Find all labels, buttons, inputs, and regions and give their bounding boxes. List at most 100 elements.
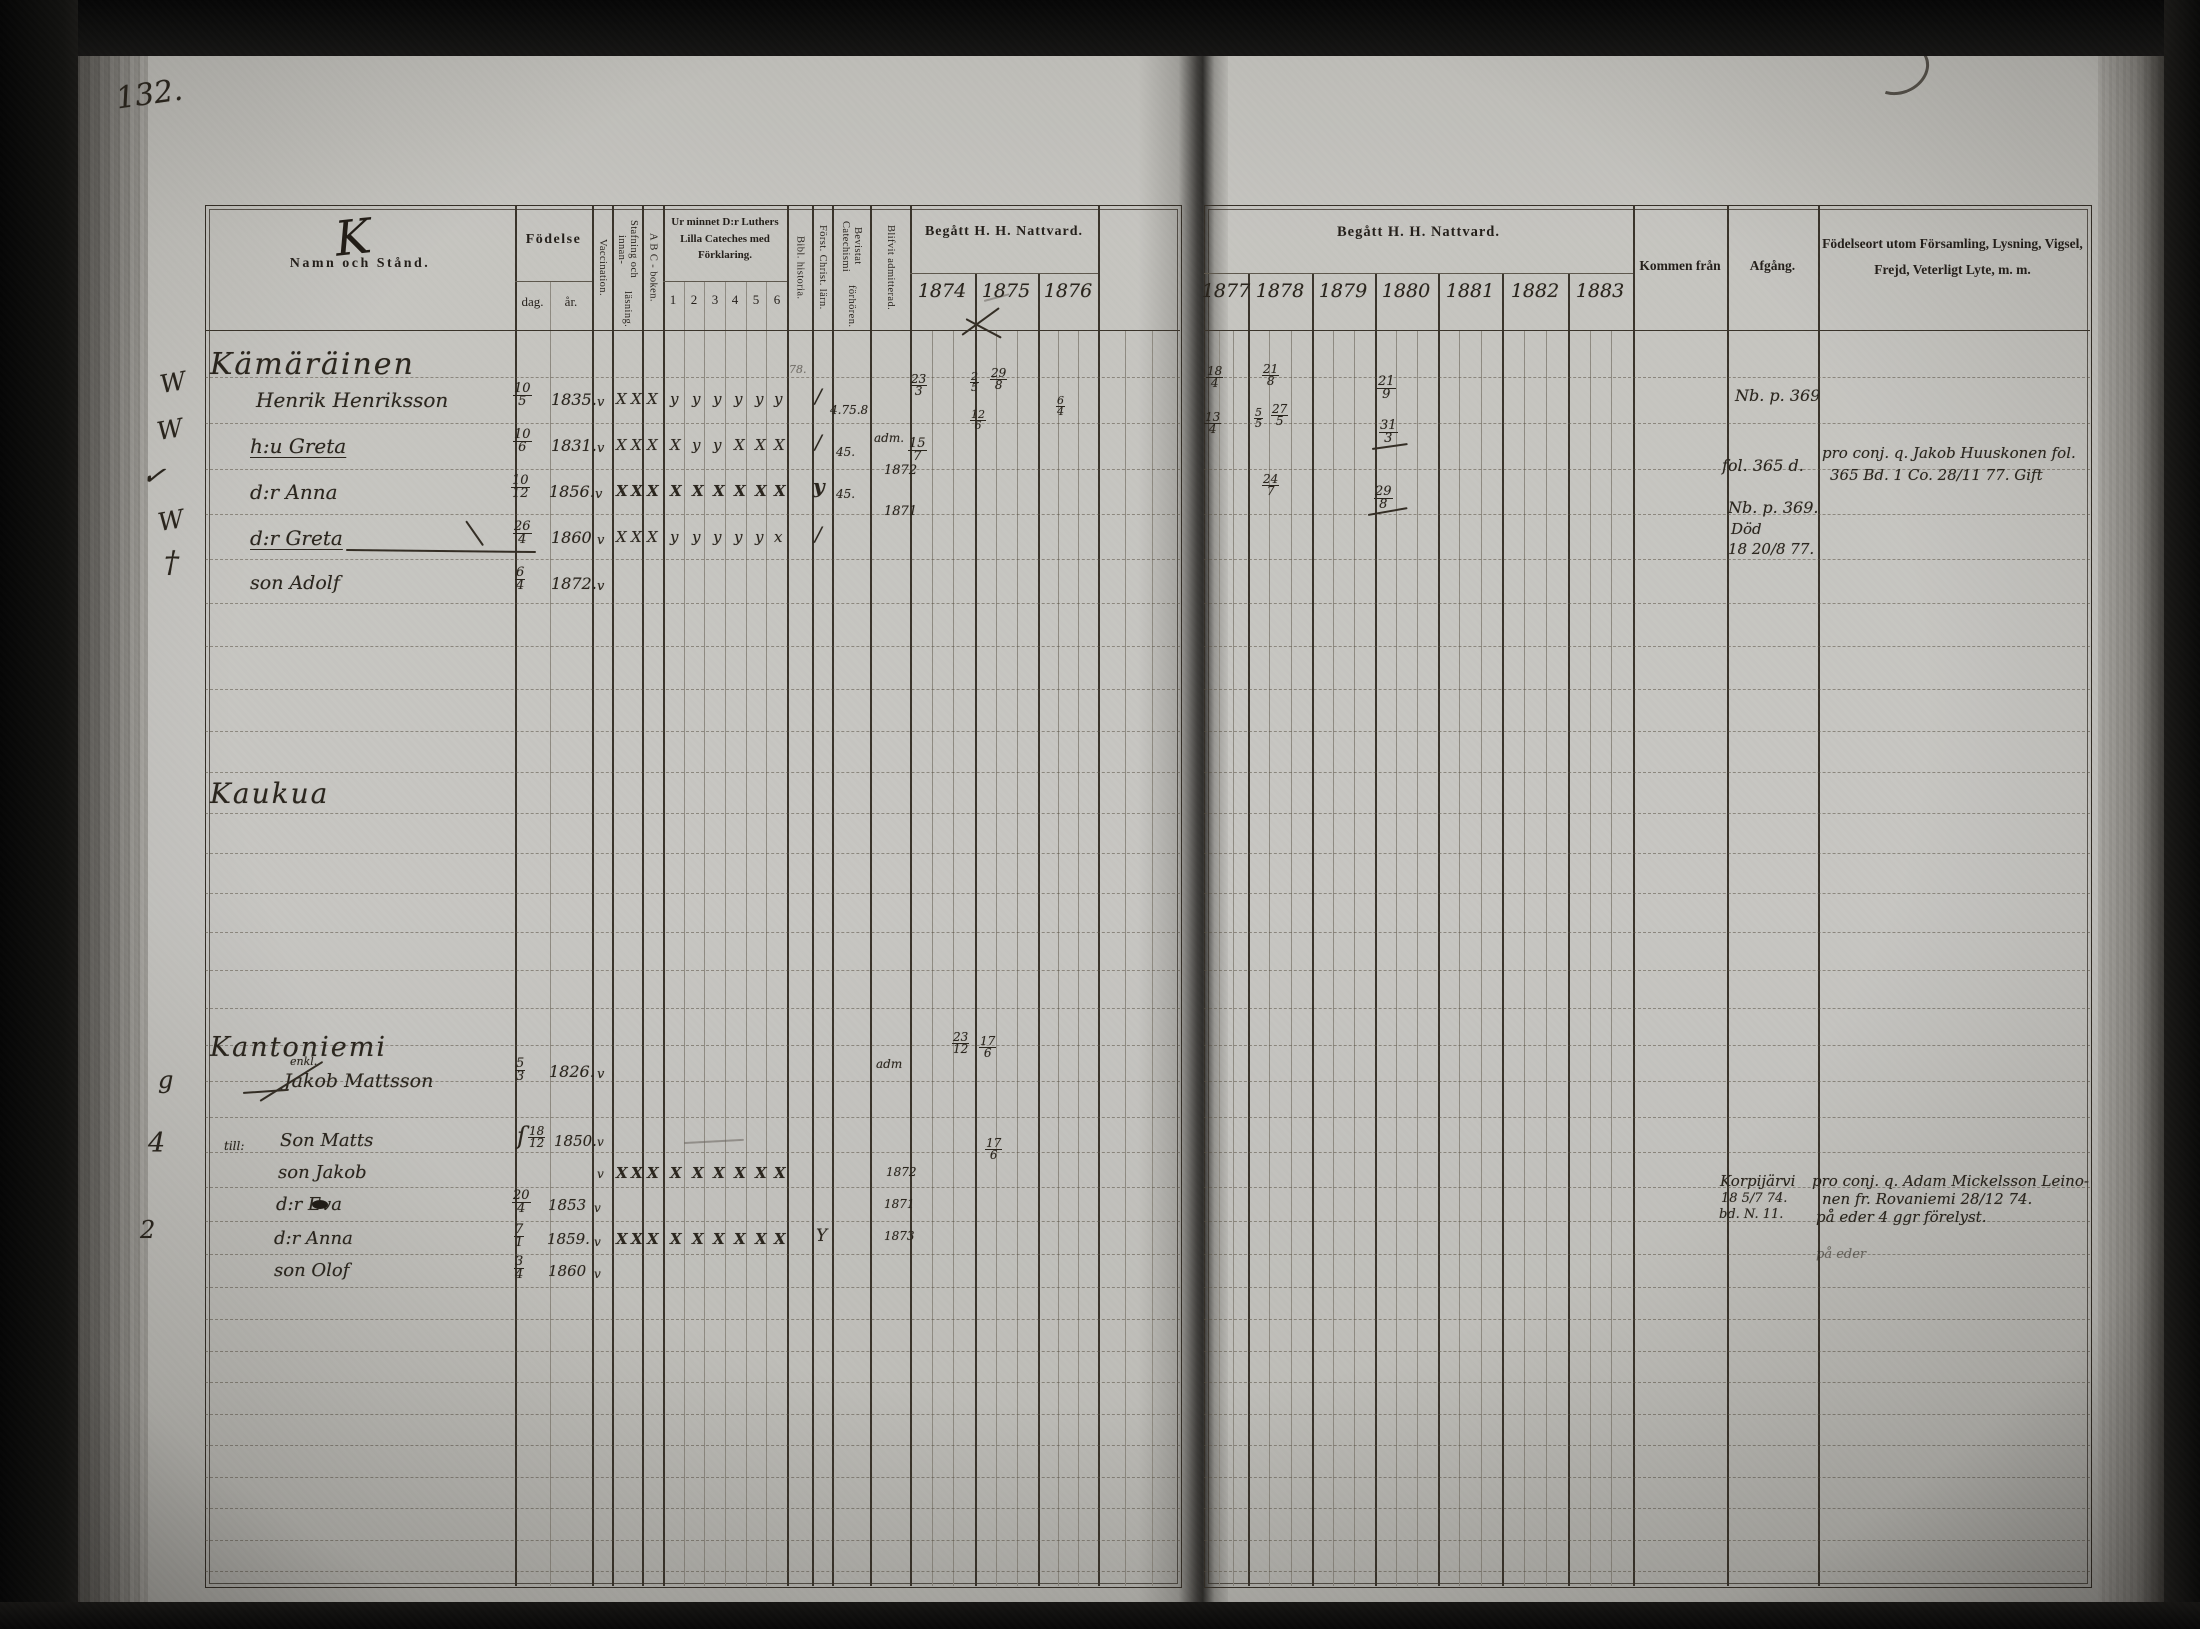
lesson-mark: X xyxy=(774,1164,786,1182)
ruled-row-line xyxy=(1204,1539,2090,1541)
lesson-mark: X xyxy=(616,482,628,500)
handwriting-text: till: xyxy=(224,1139,245,1153)
fraction-part: 5 xyxy=(515,1056,526,1072)
column-line xyxy=(1633,205,1635,1586)
margin-mark: W xyxy=(154,412,186,447)
fraction-part: 1 xyxy=(515,1235,524,1251)
lesson-mark: X xyxy=(616,1164,628,1182)
fraction-part: 6 xyxy=(518,440,527,456)
column-line xyxy=(725,281,726,1586)
fraction-part: 6 xyxy=(1056,394,1065,408)
lesson-mark: X xyxy=(631,528,642,546)
column-line xyxy=(550,281,551,1586)
margin-mark: g xyxy=(158,1066,174,1094)
year-label: 1875 xyxy=(981,280,1031,302)
page-fore-edge xyxy=(78,56,148,1602)
fraction-part: 4 xyxy=(1057,405,1064,419)
fodelseort-header-line2: Frejd, Veterligt Lyte, m. m. xyxy=(1874,262,2031,277)
book-gutter-shadow xyxy=(1138,56,1228,1602)
lesson-mark: X xyxy=(647,436,658,454)
birth-day-header: dag. xyxy=(521,294,544,309)
page-right-edge xyxy=(2098,56,2164,1602)
lesson-mark: X xyxy=(670,482,682,500)
lesson-mark: y xyxy=(692,528,701,546)
ruled-row-line xyxy=(205,1044,1180,1046)
fraction-part: 4 xyxy=(518,532,527,548)
column-line xyxy=(1078,330,1079,1586)
lesson-mark: X xyxy=(647,1164,659,1182)
lesson-mark: X xyxy=(631,1230,643,1248)
handwriting-text: 17 6 xyxy=(985,1137,1003,1162)
photo-border-right xyxy=(2164,0,2200,1629)
lesson-mark: X xyxy=(755,436,766,454)
fraction-part: 6 xyxy=(515,565,526,581)
admitted-header: Blifvit admitterad. xyxy=(885,224,897,311)
lesson-mark: X xyxy=(631,390,642,408)
fraction-part: 10 xyxy=(511,473,530,489)
fraction-part: 4 xyxy=(1210,376,1219,391)
column-line xyxy=(812,205,814,1586)
lesson-mark: X xyxy=(755,482,767,500)
ruled-row-line xyxy=(1204,1476,2090,1478)
birth-header: Födelse xyxy=(525,232,582,247)
fraction-part: 15 xyxy=(908,436,927,452)
fraction-part: 12 xyxy=(512,486,529,502)
catechism-col-number: 6 xyxy=(773,292,781,307)
handwriting-text: / xyxy=(815,430,822,454)
fraction-part: 12 xyxy=(953,1042,969,1057)
fraction-part: 27 xyxy=(1271,402,1289,417)
lesson-mark: X xyxy=(670,1164,682,1182)
ruled-row-line xyxy=(1204,558,2090,560)
ruled-row-line xyxy=(205,892,1180,894)
ruled-row-line xyxy=(205,469,1180,471)
column-line xyxy=(832,205,834,1586)
handwriting-text: 23 3 xyxy=(910,373,928,398)
ruled-row-line xyxy=(1204,1007,2090,1009)
handwriting-text: v xyxy=(597,395,605,410)
ruled-row-line xyxy=(205,1116,1180,1118)
photo-border-left xyxy=(0,0,78,1629)
fraction-part: 21 xyxy=(1377,374,1396,390)
handwriting-text: 12 6 xyxy=(970,408,986,432)
photo-border-bottom xyxy=(0,1602,2200,1629)
handwriting-text: enkl. xyxy=(290,1055,318,1068)
ruled-row-line xyxy=(1204,1254,2090,1256)
column-line xyxy=(1125,330,1126,1586)
margin-mark: 2 xyxy=(140,1216,156,1244)
catechism-col-number: 4 xyxy=(731,292,739,307)
header-line xyxy=(205,330,1180,331)
handwriting-text: fol. 365 d. xyxy=(1722,456,1804,475)
person-name: Jakob Mattsson xyxy=(284,1070,434,1092)
lesson-mark: X xyxy=(692,482,704,500)
year-label: 1877 xyxy=(1201,280,1251,302)
handwriting-text: Nb. p. 369 xyxy=(1735,386,1821,405)
handwriting-text: v xyxy=(594,1235,601,1249)
handwriting-text: Död xyxy=(1731,520,1762,538)
ruled-row-line xyxy=(1204,969,2090,971)
lesson-mark: X xyxy=(774,1230,786,1248)
ruled-row-line xyxy=(1204,1152,2090,1154)
column-line xyxy=(1417,330,1418,1586)
column-line xyxy=(704,281,706,1586)
fraction-part: 7 xyxy=(1266,484,1275,499)
ruled-row-line xyxy=(205,377,1180,378)
column-line xyxy=(642,205,644,1586)
column-line xyxy=(1269,330,1271,1586)
fraction-part: 3 xyxy=(514,1254,525,1270)
person-name: son Adolf xyxy=(250,572,340,594)
ruled-row-line xyxy=(1204,1186,2090,1188)
fraction-part: 10 xyxy=(513,427,532,443)
fraction-part: 12 xyxy=(970,408,986,422)
ruled-row-line xyxy=(1204,1382,2090,1383)
kommen-fran-header: Kommen från xyxy=(1639,258,1721,273)
handwriting-text: Nb. p. 369. xyxy=(1728,498,1819,517)
handwriting-text: 31 3 xyxy=(1379,419,1398,446)
lesson-mark: X xyxy=(631,1164,643,1182)
ruled-row-line xyxy=(205,645,1180,647)
ruled-row-line xyxy=(1204,1413,2090,1415)
year-label: 1883 xyxy=(1575,280,1625,302)
handwriting-text: adm. xyxy=(874,431,905,445)
family-heading: Kaukua xyxy=(210,777,330,810)
column-line xyxy=(1459,330,1461,1586)
birth-year-header: år. xyxy=(564,294,578,309)
